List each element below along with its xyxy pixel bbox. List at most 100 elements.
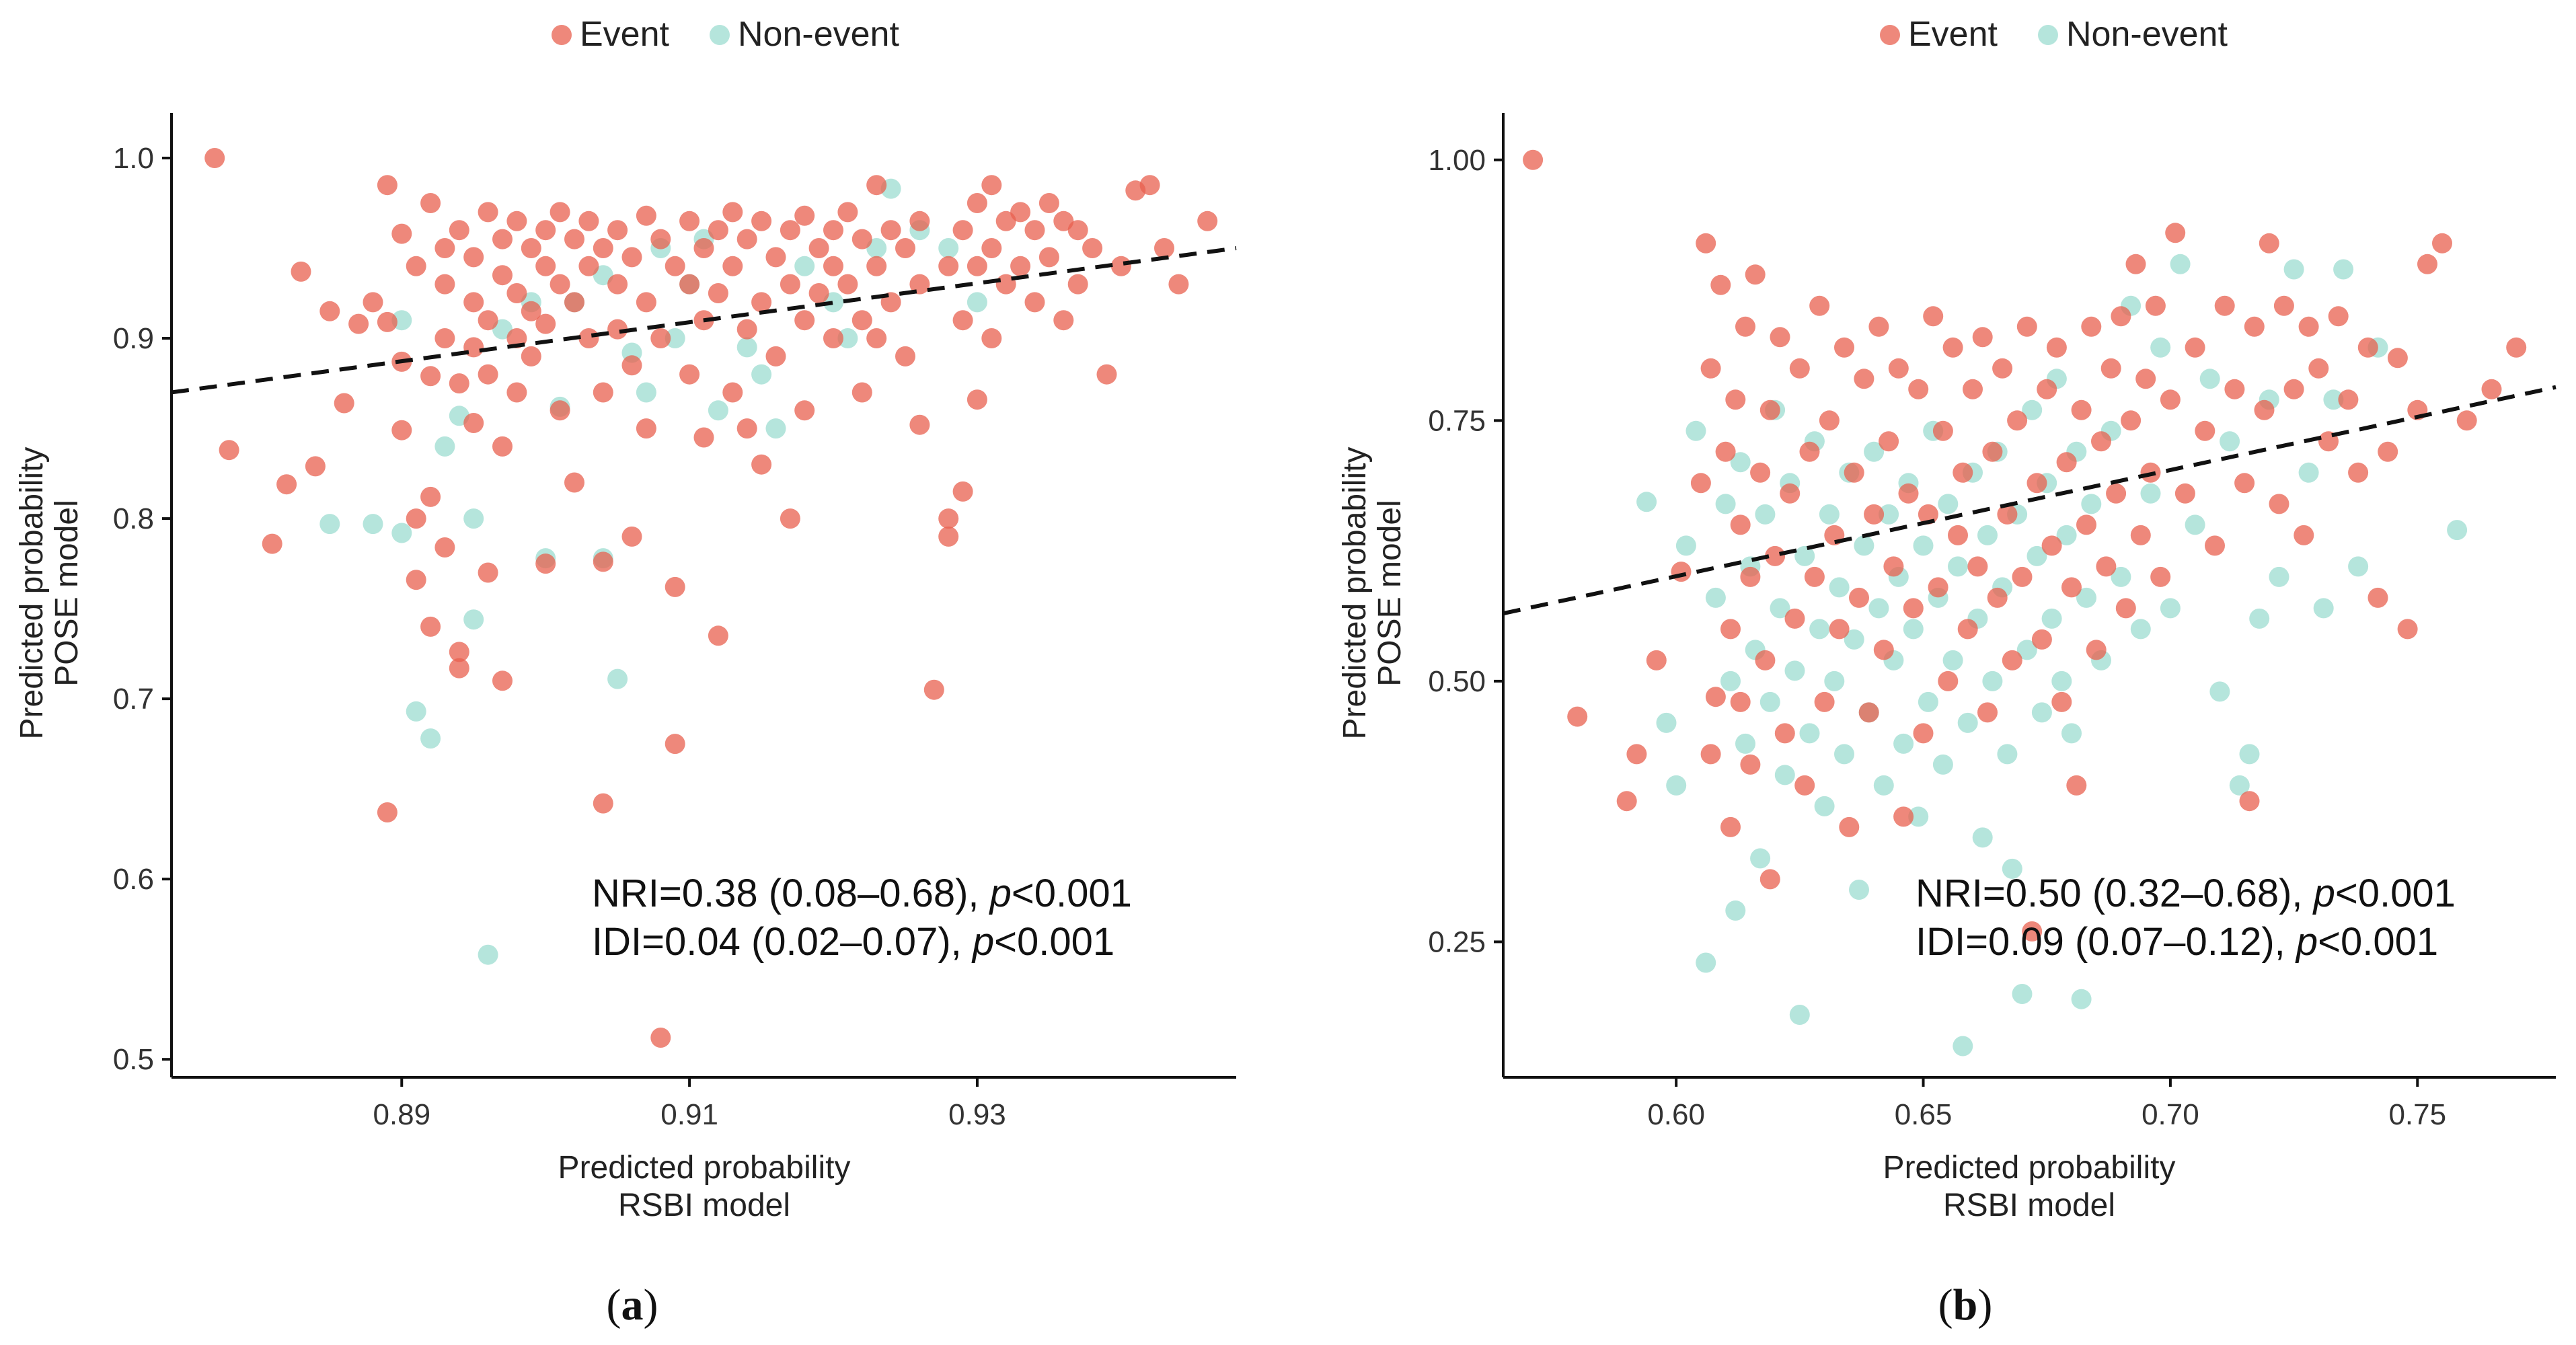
event-point-a-137 xyxy=(967,389,987,410)
event-point-b-41 xyxy=(1839,816,1860,837)
event-point-b-81 xyxy=(2037,379,2057,399)
event-point-a-109 xyxy=(808,283,829,303)
nonevent-point-b-81 xyxy=(2081,494,2102,514)
event-point-a-152 xyxy=(1067,274,1088,295)
event-point-b-59 xyxy=(1928,577,1948,598)
event-point-a-63 xyxy=(593,238,613,258)
event-point-a-62 xyxy=(578,328,599,348)
event-point-b-37 xyxy=(1819,410,1840,431)
nonevent-point-b-51 xyxy=(1932,754,1953,775)
event-point-b-11 xyxy=(1710,274,1731,295)
event-point-a-102 xyxy=(780,220,800,241)
event-point-b-105 xyxy=(2160,389,2181,410)
idi-annotation-b: IDI=0.09 (0.07–0.12), p<0.001 xyxy=(1916,920,2438,964)
event-point-a-96 xyxy=(736,418,757,439)
event-point-a-82 xyxy=(679,210,700,231)
event-point-b-44 xyxy=(1854,369,1874,389)
event-point-b-78 xyxy=(2022,921,2043,942)
y-ticks-a: 0.5 0.6 0.7 0.8 0.9 1.0 xyxy=(113,142,172,1076)
nonevent-point-a-27 xyxy=(751,364,772,385)
event-point-a-160 xyxy=(1197,210,1218,231)
event-point-a-50 xyxy=(535,220,556,241)
event-point-b-98 xyxy=(2121,410,2142,431)
y-tick-label-b-0: 0.25 xyxy=(1428,925,1486,958)
event-point-b-1 xyxy=(1567,706,1588,727)
event-point-a-47 xyxy=(521,238,541,258)
event-point-b-94 xyxy=(2100,358,2121,379)
nonevent-point-b-14 xyxy=(1750,848,1771,869)
event-point-a-20 xyxy=(420,366,441,387)
event-point-a-127 xyxy=(909,414,930,435)
event-point-b-64 xyxy=(1953,462,1973,483)
event-point-b-8 xyxy=(1700,744,1721,765)
chart-panel-a: Event Non-event 0.50.60.70.80.91.0 0.89 0… xyxy=(14,15,1237,1330)
nonevent-point-b-86 xyxy=(2130,619,2151,640)
event-point-a-72 xyxy=(621,526,642,547)
x-ticks-a: 0.89 0.91 0.93 xyxy=(373,1077,1006,1131)
nonevent-point-a-36 xyxy=(967,292,987,313)
event-point-a-42 xyxy=(492,670,513,691)
event-point-a-90 xyxy=(708,625,728,646)
event-point-a-64 xyxy=(593,382,613,403)
event-point-b-132 xyxy=(2397,619,2418,640)
event-point-a-81 xyxy=(665,576,685,597)
event-point-a-1 xyxy=(219,440,239,461)
event-point-a-132 xyxy=(952,220,973,241)
event-point-b-101 xyxy=(2135,369,2156,389)
event-point-a-151 xyxy=(1067,220,1088,241)
event-point-b-128 xyxy=(2357,337,2378,358)
event-point-a-140 xyxy=(981,328,1002,348)
event-point-b-106 xyxy=(2165,223,2186,243)
y-tick-label-b-2: 0.75 xyxy=(1428,404,1486,437)
event-point-a-126 xyxy=(909,274,930,295)
nonevent-point-a-31 xyxy=(837,328,858,348)
event-point-a-16 xyxy=(406,508,426,529)
event-point-b-16 xyxy=(1730,514,1751,535)
event-point-a-18 xyxy=(406,256,426,276)
event-point-a-71 xyxy=(621,355,642,376)
nonevent-point-b-18 xyxy=(1770,598,1790,619)
event-point-b-74 xyxy=(2002,650,2022,670)
event-point-b-51 xyxy=(1888,358,1909,379)
event-point-a-77 xyxy=(650,328,671,348)
nonevent-point-b-79 xyxy=(2071,989,2092,1009)
nonevent-point-b-96 xyxy=(2239,744,2260,765)
event-point-a-34 xyxy=(463,413,484,433)
y-tick-label-a-0: 0.5 xyxy=(113,1043,154,1076)
event-point-a-157 xyxy=(1139,175,1160,196)
event-point-a-29 xyxy=(449,658,469,679)
nonevent-point-a-9 xyxy=(463,609,484,630)
event-point-b-118 xyxy=(2269,494,2289,514)
event-point-a-114 xyxy=(837,274,858,295)
panel-label-a: (a) xyxy=(607,1280,658,1330)
event-point-a-46 xyxy=(506,382,527,403)
nonevent-point-a-30 xyxy=(823,292,843,313)
nonevent-point-b-60 xyxy=(1977,525,1998,545)
event-point-b-138 xyxy=(2506,337,2527,358)
event-point-b-123 xyxy=(2308,358,2329,379)
nonevent-point-b-73 xyxy=(2041,608,2062,629)
event-point-b-24 xyxy=(1759,869,1780,890)
event-point-a-17 xyxy=(406,570,426,590)
event-point-a-31 xyxy=(463,247,484,268)
event-point-a-49 xyxy=(521,346,541,367)
event-point-b-61 xyxy=(1938,670,1959,691)
event-point-a-104 xyxy=(780,508,800,529)
event-point-b-17 xyxy=(1730,691,1751,712)
event-point-a-40 xyxy=(492,265,513,286)
event-point-b-32 xyxy=(1794,775,1815,796)
event-point-a-93 xyxy=(722,382,743,403)
event-point-a-120 xyxy=(866,328,887,348)
trend-line-a xyxy=(171,246,1237,395)
event-point-a-9 xyxy=(363,292,383,313)
nonevent-point-b-89 xyxy=(2160,598,2181,619)
event-point-a-148 xyxy=(1038,247,1059,268)
event-point-b-87 xyxy=(2066,775,2087,796)
event-point-a-134 xyxy=(952,481,973,502)
nonevent-point-a-20 xyxy=(636,382,656,403)
event-point-a-108 xyxy=(808,238,829,258)
scatter-points-b xyxy=(1523,149,2527,1056)
event-point-a-23 xyxy=(434,238,455,258)
event-point-b-80 xyxy=(2031,629,2052,650)
nonevent-point-b-102 xyxy=(2313,598,2334,619)
